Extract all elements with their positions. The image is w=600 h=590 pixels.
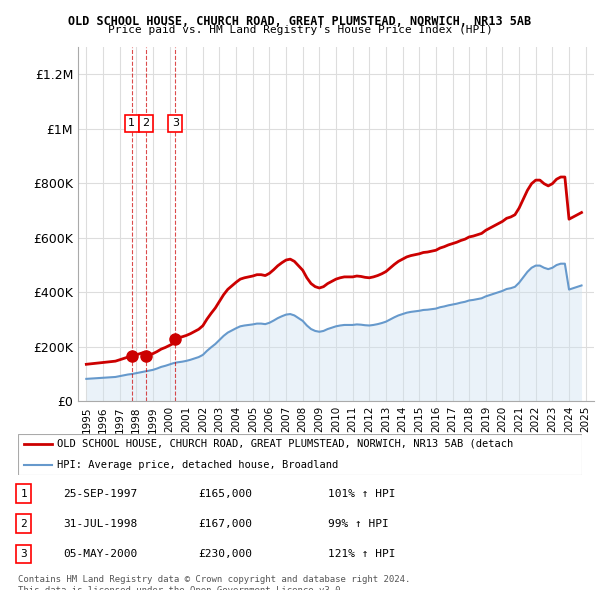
Text: OLD SCHOOL HOUSE, CHURCH ROAD, GREAT PLUMSTEAD, NORWICH, NR13 5AB (detach: OLD SCHOOL HOUSE, CHURCH ROAD, GREAT PLU… [58, 439, 514, 449]
Text: 05-MAY-2000: 05-MAY-2000 [63, 549, 137, 559]
FancyBboxPatch shape [18, 434, 582, 475]
Text: 121% ↑ HPI: 121% ↑ HPI [328, 549, 396, 559]
Text: 3: 3 [172, 119, 179, 129]
Text: 1: 1 [20, 489, 27, 499]
Text: 101% ↑ HPI: 101% ↑ HPI [328, 489, 396, 499]
Text: 99% ↑ HPI: 99% ↑ HPI [328, 519, 389, 529]
Text: 31-JUL-1998: 31-JUL-1998 [63, 519, 137, 529]
Text: £167,000: £167,000 [199, 519, 253, 529]
Text: 25-SEP-1997: 25-SEP-1997 [63, 489, 137, 499]
Text: Price paid vs. HM Land Registry's House Price Index (HPI): Price paid vs. HM Land Registry's House … [107, 25, 493, 35]
Text: £165,000: £165,000 [199, 489, 253, 499]
Text: £230,000: £230,000 [199, 549, 253, 559]
Text: OLD SCHOOL HOUSE, CHURCH ROAD, GREAT PLUMSTEAD, NORWICH, NR13 5AB: OLD SCHOOL HOUSE, CHURCH ROAD, GREAT PLU… [68, 15, 532, 28]
Text: 1: 1 [128, 119, 135, 129]
Text: HPI: Average price, detached house, Broadland: HPI: Average price, detached house, Broa… [58, 460, 339, 470]
Text: 3: 3 [20, 549, 27, 559]
Text: 2: 2 [142, 119, 149, 129]
Text: Contains HM Land Registry data © Crown copyright and database right 2024.
This d: Contains HM Land Registry data © Crown c… [18, 575, 410, 590]
Text: 2: 2 [20, 519, 27, 529]
